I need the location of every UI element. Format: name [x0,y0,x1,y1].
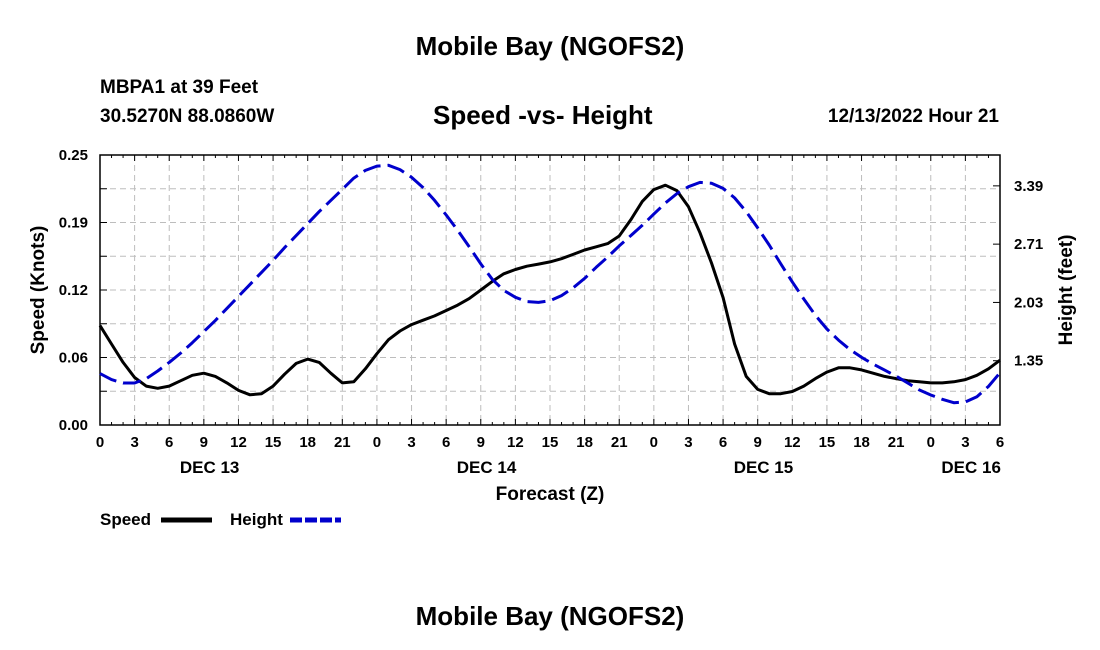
chart-main-title: Mobile Bay (NGOFS2) [415,31,685,61]
speed-series-line [98,183,1001,397]
chart-legend: Speed Height [100,510,341,529]
x-tick-label: 15 [542,434,559,451]
x-tick-label: 12 [230,434,247,451]
y-tick-label: 0.25 [59,147,88,164]
x-tick-label: 3 [684,434,692,451]
forecast-datetime: 12/13/2022 Hour 21 [827,106,999,127]
x-tick-label: 15 [819,434,836,451]
height-series-line [99,163,1002,405]
date-label: DEC 13 [180,458,240,477]
x-tick-label: 0 [96,434,104,451]
x-tick-label: 3 [130,434,138,451]
x-tick-label: 9 [477,434,485,451]
x-tick-label: 0 [373,434,381,451]
x-tick-label: 6 [996,434,1004,451]
date-label: DEC 16 [941,458,1001,477]
axis-ticks [99,154,1001,426]
date-label: DEC 15 [734,458,794,477]
y-tick-label: 0.06 [59,350,88,367]
chart-grid [100,155,1000,425]
y2-tick-label: 3.39 [1014,178,1043,195]
y2-tick-label: 2.03 [1014,294,1043,311]
chart-subtitle: Speed -vs- Height [433,100,653,130]
x-tick-label: 18 [299,434,316,451]
x-axis-title: Forecast (Z) [496,484,605,505]
x-tick-label: 0 [650,434,658,451]
legend-speed-label: Speed [100,510,151,529]
x-tick-label: 21 [888,434,905,451]
x-tick-label: 21 [611,434,628,451]
station-label: MBPA1 at 39 Feet [100,77,259,98]
y2-tick-label: 1.35 [1014,353,1043,370]
x-tick-label: 0 [927,434,935,451]
y-tick-label: 0.00 [59,417,88,434]
station-coordinates: 30.5270N 88.0860W [100,106,275,127]
x-tick-label: 3 [961,434,969,451]
x-tick-label: 21 [334,434,351,451]
y-axis-title-speed: Speed (Knots) [28,226,49,355]
x-tick-label: 6 [719,434,727,451]
x-tick-label: 6 [165,434,173,451]
legend-height-label: Height [230,510,283,529]
x-tick-label: 3 [407,434,415,451]
x-tick-label: 9 [754,434,762,451]
footer-title: Mobile Bay (NGOFS2) [415,601,685,631]
x-tick-label: 6 [442,434,450,451]
y-tick-label: 0.12 [59,282,88,299]
x-tick-label: 12 [507,434,524,451]
date-label: DEC 14 [457,458,517,477]
x-tick-label: 18 [853,434,870,451]
x-tick-label: 15 [265,434,282,451]
y-tick-label: 0.19 [59,215,88,232]
x-tick-label: 9 [200,434,208,451]
x-tick-label: 18 [576,434,593,451]
x-tick-label: 12 [784,434,801,451]
y-axis-title-height: Height (feet) [1056,235,1077,346]
y2-tick-label: 2.71 [1014,236,1043,253]
